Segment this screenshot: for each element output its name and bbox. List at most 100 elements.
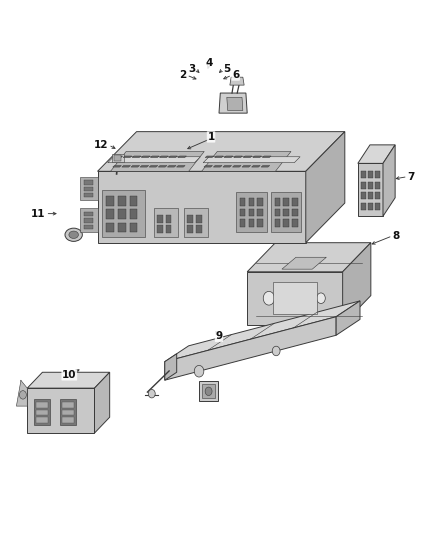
Text: 3: 3 [188,64,195,74]
Polygon shape [227,98,243,110]
Polygon shape [159,156,168,158]
Text: 5: 5 [223,64,230,74]
Polygon shape [165,354,177,380]
Polygon shape [177,165,185,167]
Polygon shape [110,151,204,171]
Text: 9: 9 [215,332,223,341]
Bar [248,220,254,227]
Bar [130,196,138,206]
Polygon shape [233,165,241,167]
Polygon shape [184,208,208,237]
Text: 6: 6 [232,70,239,80]
Polygon shape [234,156,242,158]
Polygon shape [223,165,232,167]
Polygon shape [131,165,140,167]
Polygon shape [253,156,261,158]
Polygon shape [108,157,200,163]
Bar [130,209,138,219]
Bar [361,192,366,199]
Bar [157,225,162,233]
Bar [368,182,373,189]
Polygon shape [230,77,244,85]
Bar [257,198,263,206]
Bar [361,171,366,178]
Bar [106,223,114,232]
Ellipse shape [65,228,82,241]
Bar [106,209,114,219]
Polygon shape [204,165,212,167]
Bar [84,219,93,223]
Polygon shape [158,165,167,167]
Bar [275,220,280,227]
Bar [283,209,289,216]
Bar [60,399,76,425]
Bar [240,209,245,216]
Bar [196,225,201,233]
Polygon shape [95,372,110,433]
Bar [84,187,93,191]
Bar [36,402,48,408]
Polygon shape [165,301,360,362]
Polygon shape [154,208,178,237]
Bar [248,198,254,206]
Polygon shape [140,165,149,167]
Bar [166,225,171,233]
Bar [62,402,74,408]
Polygon shape [358,145,395,164]
Bar [187,215,193,223]
Bar [118,209,126,219]
Bar [106,196,114,206]
Bar [368,203,373,210]
Bar [368,192,373,199]
Polygon shape [98,171,306,243]
Bar [130,223,138,232]
Bar [368,171,373,178]
Bar [375,171,379,178]
Bar [361,182,366,189]
Bar [257,209,263,216]
Text: 4: 4 [206,59,213,68]
Bar [361,203,366,210]
Polygon shape [98,132,345,171]
Polygon shape [243,156,252,158]
Bar [187,225,193,233]
Bar [375,182,379,189]
Bar [240,198,245,206]
Polygon shape [306,132,345,243]
Polygon shape [114,156,123,158]
Polygon shape [219,93,247,113]
Bar [196,215,201,223]
Polygon shape [213,165,222,167]
Bar [166,215,171,223]
Text: 7: 7 [408,172,415,182]
Polygon shape [343,243,371,325]
Text: 11: 11 [31,208,46,219]
Bar [118,223,126,232]
Circle shape [272,346,280,356]
Bar [275,209,280,216]
Bar [84,180,93,184]
Bar [271,192,301,232]
Bar [84,193,93,197]
Polygon shape [251,165,260,167]
Polygon shape [149,165,158,167]
Polygon shape [242,165,251,167]
Polygon shape [132,156,141,158]
Bar [375,203,379,210]
Text: 12: 12 [94,140,108,150]
Bar [34,399,50,425]
Bar [62,417,74,423]
Bar [257,220,263,227]
Bar [199,381,218,401]
Text: 10: 10 [62,370,77,380]
Bar [240,220,245,227]
Bar [237,192,267,232]
Polygon shape [224,156,233,158]
Polygon shape [215,156,223,158]
Polygon shape [262,156,271,158]
Polygon shape [151,156,159,158]
Polygon shape [358,164,383,216]
Bar [118,196,126,206]
Polygon shape [80,208,98,232]
Bar [292,220,297,227]
